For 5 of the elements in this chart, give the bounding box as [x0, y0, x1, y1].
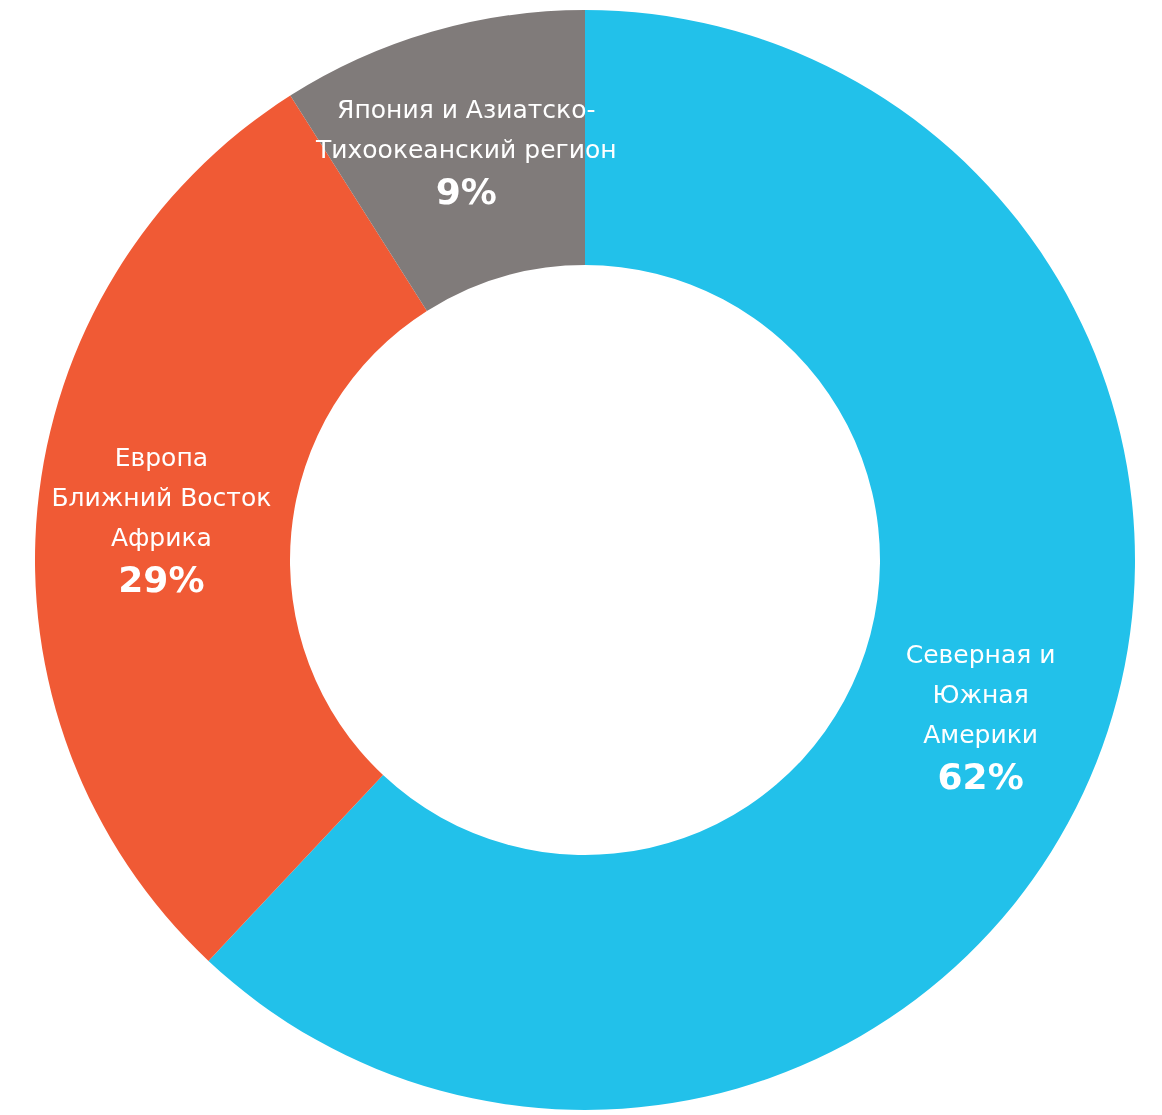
slice-label: Европа Ближний Восток Африка	[51, 443, 272, 553]
slice-label: Северная и Южная Америки	[905, 640, 1056, 750]
data-label: 62%	[937, 756, 1024, 798]
data-label: 29%	[118, 559, 205, 601]
data-label: 9%	[435, 170, 497, 212]
